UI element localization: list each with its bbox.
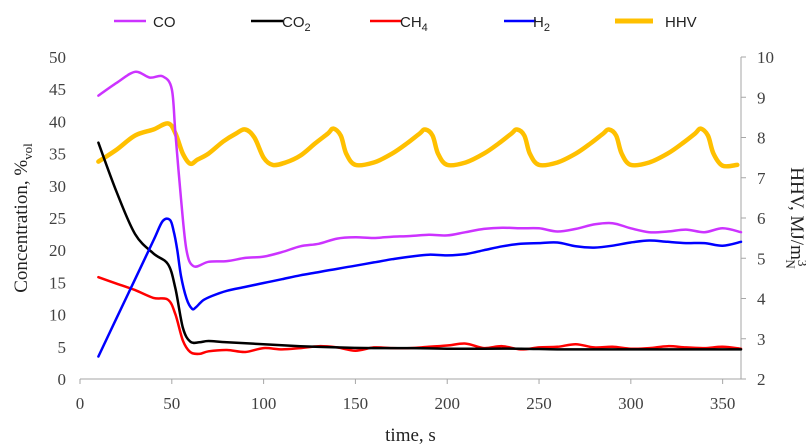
y-left-tick-label: 25 [49, 209, 66, 228]
series-layer [96, 70, 743, 358]
x-tick-label: 200 [434, 394, 460, 413]
x-tick-label: 100 [251, 394, 277, 413]
y-left-tick-label: 0 [58, 370, 67, 389]
legend-label-ch4: CH4 [400, 14, 428, 34]
x-tick-label: 50 [163, 394, 180, 413]
y-right-axis-title: HHV, MJ/m3N [783, 167, 806, 269]
y-left-tick-label: 50 [49, 48, 66, 67]
y-left-tick-label: 15 [49, 273, 66, 292]
legend-label-hhv: HHV [665, 14, 697, 31]
y-left-tick-label: 10 [49, 306, 66, 325]
y-left-tick-label: 5 [58, 338, 67, 357]
y-left-tick-label: 30 [49, 177, 66, 196]
x-axis-title: time, s [385, 425, 436, 446]
x-tick-label: 300 [618, 394, 644, 413]
y-right-tick-label: 4 [757, 290, 766, 309]
y-left-axis-title: Concentration, %vol [11, 143, 35, 293]
x-tick-label: 250 [526, 394, 552, 413]
legend-label-co: CO [153, 14, 176, 31]
series-line-co2 [97, 141, 743, 351]
series-line-co [97, 70, 743, 268]
y-left-tick-label: 35 [49, 145, 66, 164]
x-tick-label: 0 [76, 394, 85, 413]
y-right-tick-label: 6 [757, 209, 766, 228]
y-right-tick-label: 9 [757, 88, 766, 107]
y-left-tick-label: 20 [49, 241, 66, 260]
y-right-tick-label: 10 [757, 48, 774, 67]
axes: 0 50 100 150 200 250 300 3500510152025303540455… [49, 48, 774, 413]
y-right-tick-label: 2 [757, 370, 766, 389]
x-tick-label: 150 [343, 394, 369, 413]
legend: CO CO2 CH4 H2 HHV [114, 14, 697, 34]
series-line-hhv [96, 121, 740, 169]
y-left-tick-label: 40 [49, 112, 66, 131]
x-tick-label: 350 [710, 394, 736, 413]
y-right-tick-label: 8 [757, 129, 766, 148]
y-right-tick-label: 5 [757, 249, 766, 268]
legend-label-co2: CO2 [282, 14, 311, 34]
series-line-h2 [97, 217, 743, 358]
y-right-tick-label: 7 [757, 169, 766, 188]
y-left-tick-label: 45 [49, 80, 66, 99]
axis-titles: time, s Concentration, %vol HHV, MJ/m3N [11, 143, 806, 446]
y-right-tick-label: 3 [757, 330, 766, 349]
legend-label-h2: H2 [533, 14, 550, 34]
